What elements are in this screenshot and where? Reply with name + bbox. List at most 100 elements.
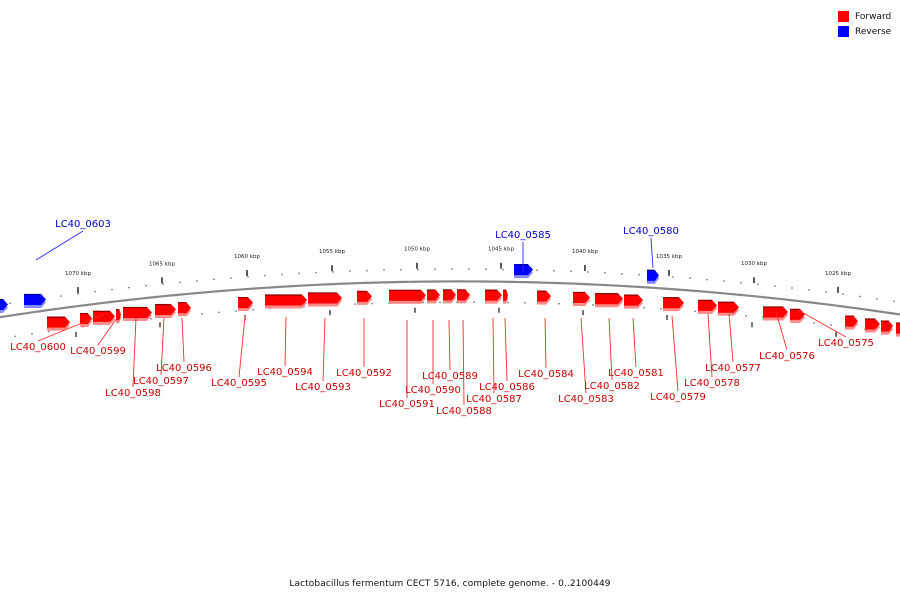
gene-leader-line bbox=[284, 316, 287, 367]
forward-gene-arrow[interactable] bbox=[763, 306, 788, 321]
genome-backbone bbox=[0, 280, 900, 319]
gene-label[interactable]: LC40_0592 bbox=[336, 368, 392, 379]
forward-gene-arrow[interactable] bbox=[845, 315, 858, 330]
scale-tick-label: 1050 kbp bbox=[404, 247, 430, 253]
gene-label[interactable]: LC40_0590 bbox=[405, 385, 461, 396]
gene-label[interactable]: LC40_0588 bbox=[436, 406, 492, 417]
genome-caption: Lactobacillus fermentum CECT 5716, compl… bbox=[289, 579, 611, 589]
forward-gene-arrow[interactable] bbox=[47, 316, 70, 331]
gene-label[interactable]: LC40_0595 bbox=[211, 378, 267, 389]
gene-leader-line bbox=[797, 309, 847, 338]
gene-label[interactable]: LC40_0582 bbox=[584, 381, 640, 392]
scale-tick-label: 1040 kbp bbox=[572, 249, 598, 255]
gene-label[interactable]: LC40_0596 bbox=[156, 363, 212, 374]
gene-leader-line bbox=[238, 315, 246, 378]
gene-leader-line bbox=[632, 317, 637, 368]
forward-gene-arrow[interactable] bbox=[865, 318, 880, 333]
gene-label[interactable]: LC40_0584 bbox=[518, 369, 574, 380]
forward-gene-arrow[interactable] bbox=[790, 308, 805, 323]
legend-forward: Forward bbox=[838, 9, 891, 24]
gene-leader-line bbox=[728, 313, 734, 363]
forward-gene-arrow[interactable] bbox=[663, 297, 684, 312]
forward-swatch bbox=[838, 11, 849, 22]
gene-label[interactable]: LC40_0581 bbox=[608, 368, 664, 379]
forward-gene-arrow[interactable] bbox=[389, 289, 426, 304]
gene-label[interactable]: LC40_0593 bbox=[295, 382, 351, 393]
gene-label[interactable]: LC40_0575 bbox=[818, 338, 874, 349]
forward-gene-arrow[interactable] bbox=[881, 320, 893, 335]
forward-gene-arrow[interactable] bbox=[503, 289, 508, 304]
forward-gene-arrow[interactable] bbox=[308, 292, 342, 307]
forward-gene-arrow[interactable] bbox=[718, 301, 739, 316]
scale-tick-label: 1025 kbp bbox=[825, 271, 851, 277]
forward-gene-arrow[interactable] bbox=[443, 289, 456, 304]
forward-gene-arrow[interactable] bbox=[93, 310, 115, 325]
gene-label[interactable]: LC40_0603 bbox=[55, 219, 111, 230]
forward-gene-arrow[interactable] bbox=[698, 299, 717, 314]
reverse-gene-arrow[interactable] bbox=[0, 298, 8, 314]
forward-gene-arrow[interactable] bbox=[457, 289, 470, 304]
forward-gene-arrow[interactable] bbox=[624, 294, 643, 309]
gene-label[interactable]: LC40_0583 bbox=[558, 394, 614, 405]
forward-gene-arrow[interactable] bbox=[178, 302, 191, 317]
forward-gene-arrow[interactable] bbox=[896, 322, 900, 337]
gene-leader-line bbox=[707, 313, 713, 378]
gene-leader-line bbox=[504, 317, 508, 382]
legend-forward-label: Forward bbox=[855, 11, 892, 22]
gene-label[interactable]: LC40_0587 bbox=[466, 394, 522, 405]
legend-reverse-label: Reverse bbox=[855, 26, 892, 37]
forward-gene-arrow[interactable] bbox=[427, 289, 440, 304]
gene-leader-line bbox=[322, 317, 326, 382]
gene-label[interactable]: LC40_0579 bbox=[650, 392, 706, 403]
gene-leader-line bbox=[492, 317, 495, 394]
gene-label[interactable]: LC40_0589 bbox=[422, 371, 478, 382]
gene-leader-line bbox=[97, 317, 118, 346]
gene-label[interactable]: LC40_0585 bbox=[495, 230, 551, 241]
gene-label[interactable]: LC40_0597 bbox=[133, 376, 189, 387]
gene-leader-line bbox=[35, 230, 84, 261]
gene-label[interactable]: LC40_0578 bbox=[684, 378, 740, 389]
gene-leader-line bbox=[580, 317, 587, 394]
forward-gene-arrow[interactable] bbox=[238, 297, 253, 312]
reverse-gene-arrow[interactable] bbox=[514, 264, 533, 279]
gene-leader-line bbox=[608, 317, 613, 381]
forward-gene-arrow[interactable] bbox=[265, 294, 307, 309]
scale-tick-label: 1045 kbp bbox=[488, 247, 514, 253]
gene-leader-line bbox=[650, 237, 654, 269]
forward-gene-arrow[interactable] bbox=[116, 309, 121, 324]
legend: Forward Reverse bbox=[838, 9, 891, 39]
gene-leader-line bbox=[37, 313, 105, 342]
gene-leader-line bbox=[160, 317, 165, 376]
forward-gene-arrow[interactable] bbox=[357, 290, 372, 305]
gene-label[interactable]: LC40_0591 bbox=[379, 399, 435, 410]
gene-label[interactable]: LC40_0598 bbox=[105, 388, 161, 399]
gene-label[interactable]: LC40_0600 bbox=[10, 342, 66, 353]
gene-label[interactable]: LC40_0586 bbox=[479, 382, 535, 393]
gene-label[interactable]: LC40_0594 bbox=[257, 367, 313, 378]
forward-gene-arrow[interactable] bbox=[123, 306, 152, 321]
gene-leader-line bbox=[462, 319, 465, 406]
scale-tick-label: 1055 kbp bbox=[319, 249, 345, 255]
forward-gene-arrow[interactable] bbox=[485, 289, 502, 304]
reverse-gene-arrow[interactable] bbox=[647, 269, 659, 284]
gene-labels: LC40_0603 LC40_0585 LC40_0580 LC40_0600 LC40… bbox=[10, 219, 874, 417]
gene-label[interactable]: LC40_0576 bbox=[759, 351, 815, 362]
legend-reverse: Reverse bbox=[838, 24, 891, 39]
reverse-swatch bbox=[838, 26, 849, 37]
reverse-gene-arrow[interactable] bbox=[24, 293, 46, 308]
scale-tick-label: 1030 kbp bbox=[741, 261, 767, 267]
forward-gene-arrow[interactable] bbox=[595, 293, 623, 308]
gene-label[interactable]: LC40_0599 bbox=[70, 346, 126, 357]
scale-ticks: 1070 kbp 1065 kbp 1060 kbp 1055 kbp 1050 kbp… bbox=[9, 247, 900, 338]
forward-gene-arrow[interactable] bbox=[537, 290, 551, 305]
forward-gene-arrow[interactable] bbox=[155, 303, 176, 319]
gene-features bbox=[0, 264, 900, 337]
forward-gene-arrow[interactable] bbox=[573, 291, 590, 306]
gene-label[interactable]: LC40_0580 bbox=[623, 226, 679, 237]
gene-leader-line bbox=[671, 315, 679, 392]
scale-tick-label: 1070 kbp bbox=[65, 271, 91, 277]
gene-label[interactable]: LC40_0577 bbox=[705, 363, 761, 374]
scale-tick-label: 1065 kbp bbox=[149, 261, 175, 267]
gene-leader-line bbox=[181, 317, 185, 363]
